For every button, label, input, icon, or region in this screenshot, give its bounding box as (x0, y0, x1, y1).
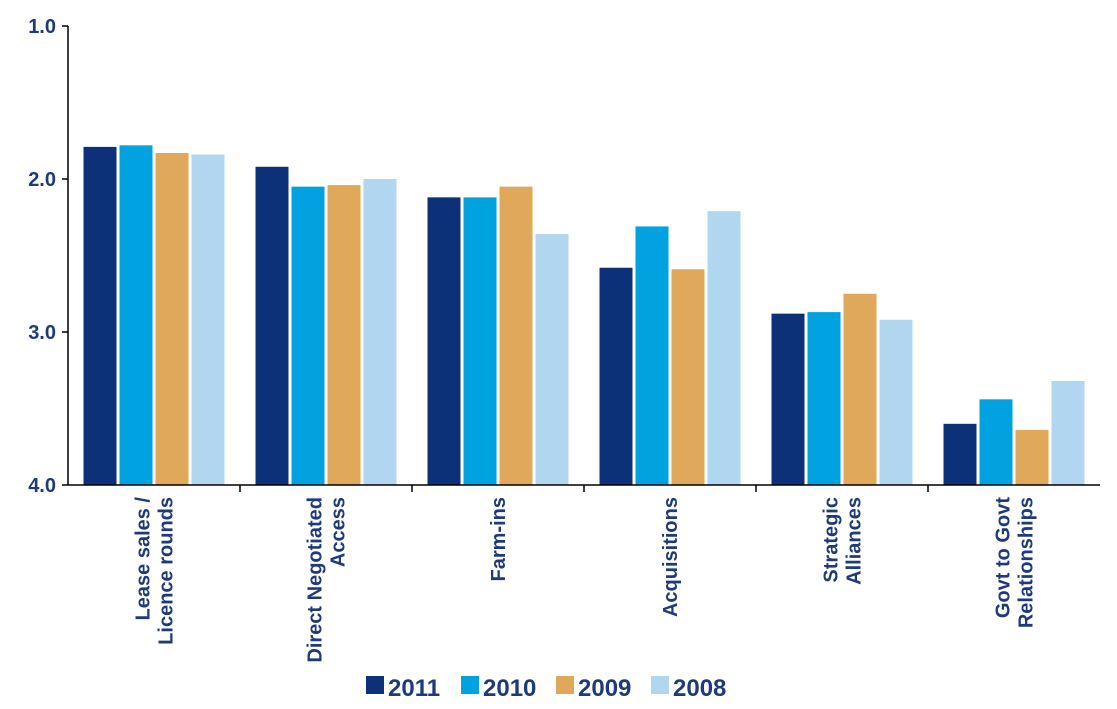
bar-2009-1 (327, 185, 361, 485)
bar-2011-5 (943, 423, 977, 485)
bar-2009-0 (155, 152, 189, 486)
category-label: Licence rounds (156, 497, 178, 645)
bar-2010-2 (463, 197, 497, 486)
y-tick-label: 3.0 (28, 322, 56, 344)
bars-group (83, 145, 1085, 486)
bar-2011-3 (599, 267, 633, 485)
legend-label-2011: 2011 (388, 675, 440, 702)
legend-label-2008: 2008 (673, 675, 726, 702)
bar-2011-2 (427, 197, 461, 486)
bar-2011-1 (255, 166, 289, 485)
bar-2010-3 (635, 226, 669, 485)
category-labels: Lease sales / Licence rounds Direct Negoti… (133, 497, 1038, 663)
bar-2009-5 (1015, 429, 1049, 485)
bar-2008-2 (535, 234, 569, 485)
y-tick-label: 1.0 (28, 16, 56, 38)
bar-2010-0 (119, 145, 153, 485)
category-label: Strategic (821, 497, 843, 583)
axes-group (62, 25, 1100, 492)
category-label: Acquisitions (660, 497, 682, 617)
bar-2011-0 (83, 146, 117, 485)
bar-2011-4 (771, 313, 805, 485)
category-label: Relationships (1016, 497, 1038, 628)
category-label: Lease sales / (133, 497, 155, 621)
category-label: Alliances (844, 497, 866, 585)
category-label: Access (328, 497, 350, 567)
bar-2008-0 (191, 154, 225, 485)
category-label: Govt to Govt (993, 497, 1015, 618)
category-label: Farm-ins (488, 497, 510, 581)
category-label: Direct Negotiated (305, 497, 327, 663)
bar-2010-4 (807, 312, 841, 485)
bar-2008-3 (707, 211, 741, 485)
bar-2010-1 (291, 186, 325, 485)
bar-2008-4 (879, 319, 913, 485)
bar-2009-3 (671, 269, 705, 485)
legend: 2011 2010 2009 2008 (366, 675, 726, 702)
y-tick-label: 4.0 (28, 475, 56, 497)
bar-2008-1 (363, 179, 397, 485)
legend-label-2009: 2009 (578, 675, 631, 702)
bar-2010-5 (979, 399, 1013, 485)
legend-swatch-2011 (366, 676, 384, 694)
bar-2009-4 (843, 293, 877, 485)
legend-label-2010: 2010 (483, 675, 536, 702)
legend-swatch-2010 (461, 676, 479, 694)
bar-2009-2 (499, 186, 533, 485)
y-tick-label: 2.0 (28, 169, 56, 191)
legend-swatch-2008 (651, 676, 669, 694)
y-tick-labels: 1.0 2.0 3.0 4.0 (28, 16, 56, 497)
bar-2008-5 (1051, 380, 1085, 485)
legend-swatch-2009 (556, 676, 574, 694)
